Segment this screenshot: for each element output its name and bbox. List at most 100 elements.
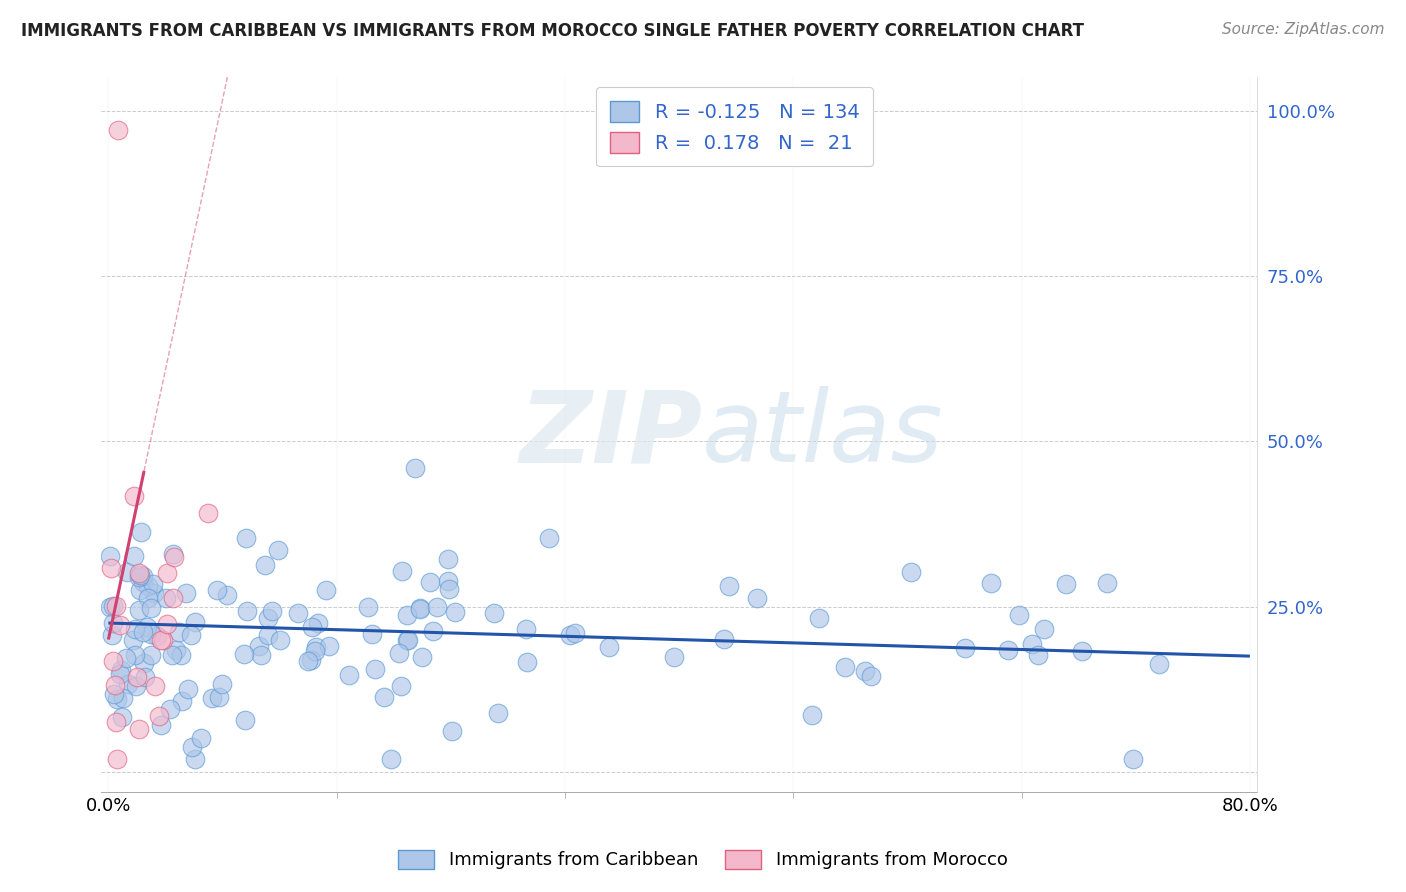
Point [1032,622,1054,636]
Point [558,628,581,642]
Point [117,677,139,691]
Point [129,567,152,582]
Point [301,620,323,634]
Point [105,751,128,765]
Point [139,648,162,663]
Point [152,632,174,647]
Point [598,640,620,655]
Point [315,583,337,598]
Point [307,616,329,631]
Point [105,692,128,706]
Point [662,650,685,665]
Point [299,653,322,667]
Point [1097,576,1119,591]
Point [149,632,172,647]
Point [146,629,169,643]
Point [564,625,586,640]
Point [1122,751,1144,765]
Point [165,643,187,657]
Point [396,633,419,648]
Point [180,627,202,641]
Point [713,632,735,647]
Point [361,627,384,641]
Point [337,668,360,682]
Point [363,662,385,676]
Point [800,708,823,723]
Point [122,489,145,503]
Point [122,632,145,647]
Point [136,579,159,593]
Point [155,591,177,606]
Point [232,647,254,661]
Point [162,547,184,561]
Point [304,644,326,658]
Point [127,670,149,684]
Text: atlas: atlas [702,386,943,483]
Point [184,615,207,629]
Point [128,722,150,736]
Point [236,604,259,618]
Point [486,706,509,720]
Point [395,633,418,648]
Text: IMMIGRANTS FROM CARIBBEAN VS IMMIGRANTS FROM MOROCCO SINGLE FATHER POVERTY CORRE: IMMIGRANTS FROM CARIBBEAN VS IMMIGRANTS … [21,22,1084,40]
Point [174,586,197,600]
Legend: R = -0.125   N = 134, R =  0.178   N =  21: R = -0.125 N = 134, R = 0.178 N = 21 [596,87,873,167]
Point [257,611,280,625]
Point [437,551,460,566]
Point [208,690,231,705]
Point [747,591,769,606]
Point [373,690,395,704]
Point [439,582,461,597]
Point [834,660,856,674]
Point [163,549,186,564]
Point [110,618,132,632]
Point [515,622,537,636]
Point [516,655,538,669]
Point [304,640,326,655]
Point [160,648,183,662]
Point [287,607,309,621]
Point [205,582,228,597]
Point [139,627,162,641]
Point [396,607,419,622]
Point [156,566,179,581]
Point [955,640,977,655]
Point [422,624,444,639]
Point [128,603,150,617]
Point [136,591,159,606]
Point [215,588,238,602]
Point [145,679,167,693]
Point [267,543,290,558]
Point [318,639,340,653]
Point [718,579,741,593]
Point [124,549,146,563]
Point [297,654,319,668]
Point [900,565,922,579]
Point [104,599,127,613]
Point [132,624,155,639]
Point [997,642,1019,657]
Point [149,718,172,732]
Point [170,648,193,663]
Point [110,663,132,677]
Point [444,605,467,619]
Point [389,679,412,693]
Point [250,648,273,662]
Point [128,583,150,598]
Point [201,691,224,706]
Point [124,648,146,662]
Point [404,460,426,475]
Text: ZIP: ZIP [519,386,702,483]
Point [197,506,219,520]
Point [167,624,190,639]
Point [411,649,433,664]
Point [807,610,830,624]
Point [391,564,413,578]
Point [134,670,156,684]
Point [139,600,162,615]
Point [131,524,153,539]
Point [1021,637,1043,651]
Point [388,646,411,660]
Point [409,600,432,615]
Point [1147,657,1170,672]
